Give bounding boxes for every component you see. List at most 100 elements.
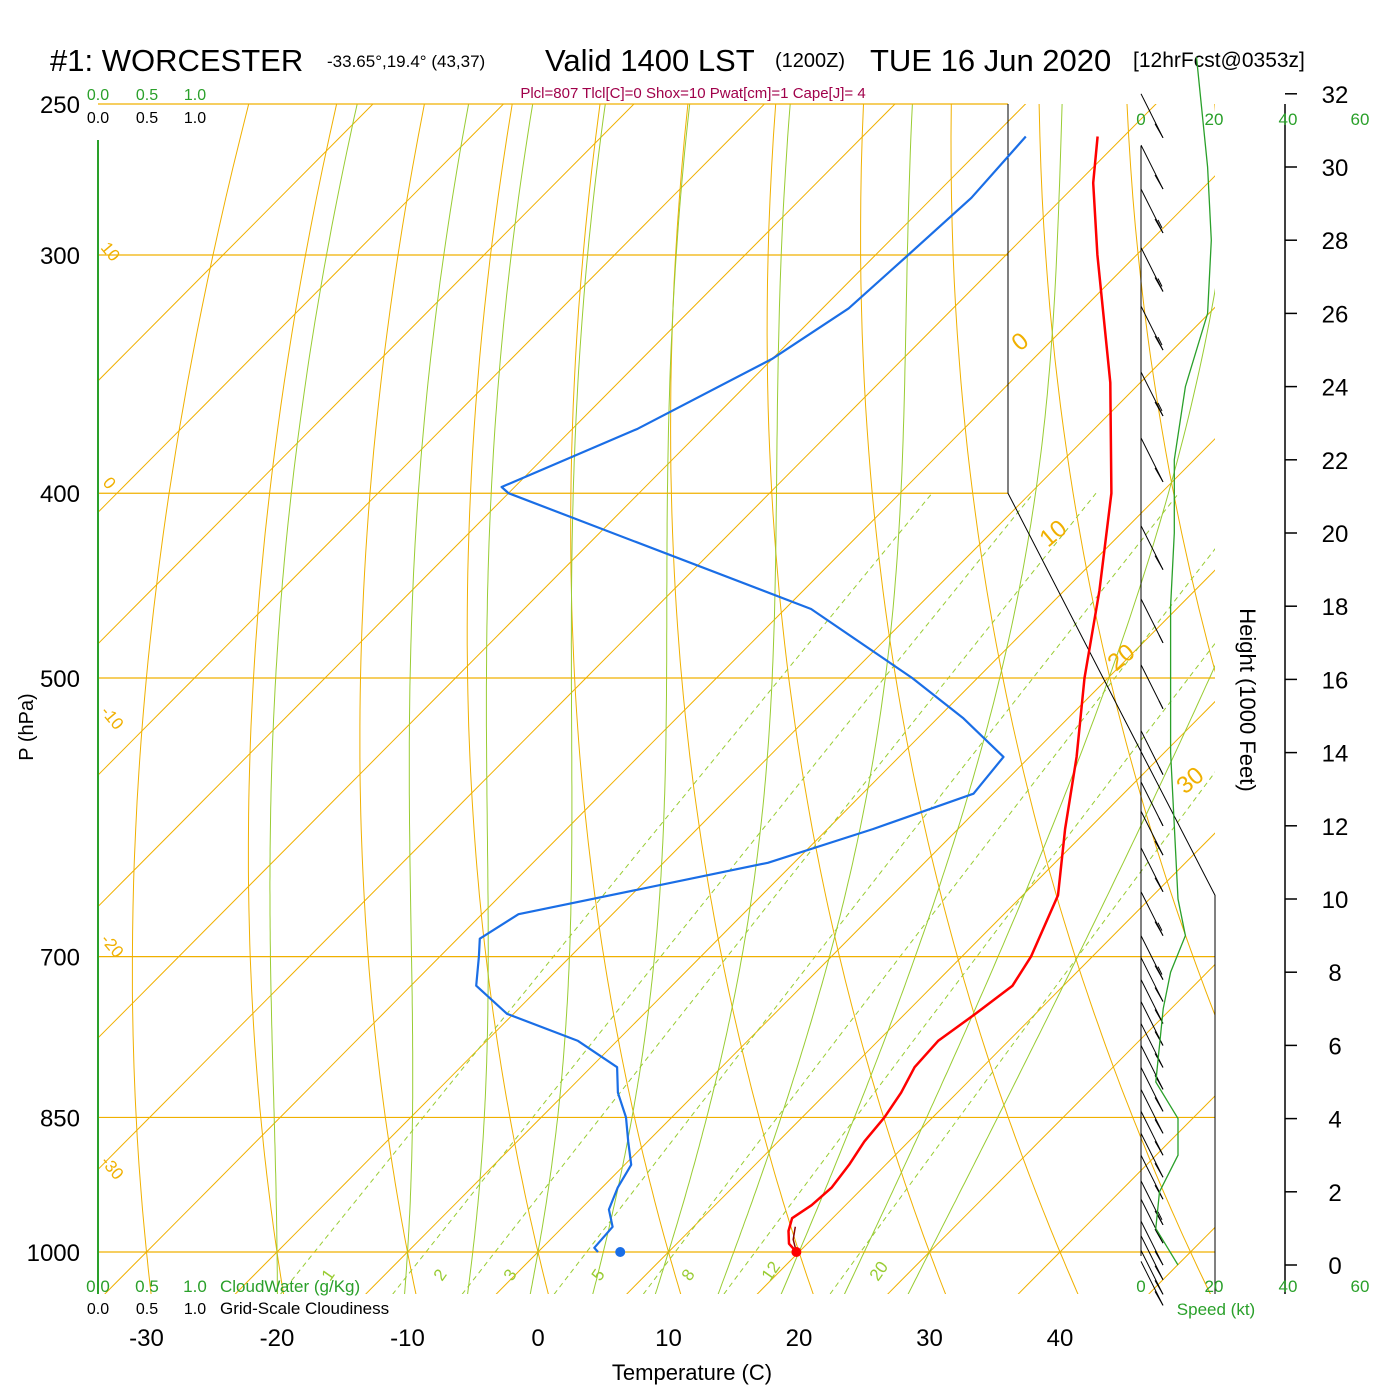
isotherm-line (495, 569, 1215, 1294)
speed-tick-label-top: 20 (1205, 110, 1224, 129)
wind-speed-profile (1155, 57, 1212, 1266)
height-tick-label: 6 (1328, 1033, 1341, 1060)
dry-adiabat-line (466, 104, 549, 1294)
moist-adiabat-line (907, 664, 1215, 1294)
wind-barb-feather (1154, 1097, 1164, 1112)
pressure-tick-label: 400 (40, 481, 80, 508)
cloud-scale-top-green: 1.0 (184, 87, 206, 104)
dry-adiabat-line (670, 104, 814, 1294)
height-tick-label: 26 (1322, 301, 1349, 328)
speed-tick-label-bottom: 60 (1351, 1277, 1370, 1296)
mixing-ratio-line (829, 771, 1215, 1294)
wind-barb-feather (1154, 877, 1164, 893)
cloud-scale-top-green: 0.5 (136, 87, 158, 104)
isotherm-line (98, 104, 766, 776)
dry-adiabat-line (1038, 104, 1215, 1017)
dry-adiabat-line (860, 104, 1079, 1294)
wind-barb-feather (1157, 402, 1163, 412)
speed-axis-label: Speed (kt) (1177, 1300, 1255, 1319)
wind-barb-feather (1158, 700, 1164, 709)
x-axis-label: Temperature (C) (612, 1360, 772, 1385)
moist-adiabat-line (717, 104, 913, 1294)
wind-barb-feather (1154, 1210, 1164, 1226)
height-tick-label: 14 (1322, 741, 1349, 768)
speed-tick-label-bottom: 0 (1136, 1277, 1145, 1296)
wind-barb-feather (1157, 336, 1163, 346)
pressure-tick-label: 700 (40, 945, 80, 972)
temperature-tick-label: 30 (916, 1325, 943, 1352)
surface-temperature-dot (791, 1247, 802, 1257)
mixing-ratio-line (392, 492, 1034, 1294)
cloud-scale-bottom-black: 0.5 (136, 1301, 158, 1318)
moist-adiabat-line (780, 104, 1063, 1294)
speed-tick-label-top: 60 (1351, 110, 1370, 129)
mixing-ratio-line (642, 548, 1215, 1294)
dry-adiabat-label: -30 (97, 1152, 127, 1183)
forecast-info: [12hrFcst@0353z] (1133, 49, 1305, 72)
wind-barb-feather (1154, 401, 1164, 417)
wind-barb-feather (1154, 335, 1164, 351)
wind-barb-feather (1157, 278, 1163, 287)
height-tick-label: 16 (1322, 667, 1349, 694)
dry-adiabat-line (766, 104, 947, 1294)
height-tick-label: 8 (1328, 960, 1341, 987)
height-tick-label: 22 (1322, 448, 1349, 475)
wind-barb-feather (1154, 218, 1164, 234)
moist-adiabat-line (269, 104, 358, 1294)
pressure-tick-label: 500 (40, 666, 80, 693)
dry-adiabat-label: -10 (97, 702, 127, 733)
plot-border (1007, 104, 1216, 1294)
moist-adiabat-line (404, 104, 470, 1294)
wind-barb-feather (1154, 1228, 1164, 1244)
wind-barb-feather (1154, 1265, 1164, 1280)
dewpoint-profile (475, 135, 1027, 1253)
cloud-scale-top-black: 0.0 (87, 110, 109, 127)
height-tick-label: 20 (1322, 521, 1349, 548)
wind-barb-feather (1157, 922, 1163, 931)
height-tick-label: 2 (1328, 1180, 1341, 1207)
wind-barb-feather (1154, 1119, 1164, 1134)
temperature-profile (787, 136, 1113, 1253)
saturated-adiabat-label: 10 (1035, 515, 1073, 553)
temperature-tick-label: 10 (655, 1325, 682, 1352)
cloud-scale-bottom-green: 0.0 (86, 1277, 110, 1296)
moist-adiabat-line (529, 104, 606, 1294)
dry-adiabat-line (1299, 70, 1400, 1316)
cloud-scale-bottom-green: 1.0 (183, 1277, 207, 1296)
moist-adiabat-line (592, 104, 691, 1294)
mixing-ratio-line (723, 642, 1215, 1294)
wind-barb-feather (1154, 277, 1164, 292)
pressure-tick-label: 850 (40, 1105, 80, 1132)
dry-adiabat-line (359, 104, 425, 1294)
wind-barb-feather (1154, 1141, 1164, 1156)
dry-adiabat-line (950, 104, 1211, 1294)
isotherm-line (98, 104, 1027, 1039)
wind-barb-feather (1154, 965, 1164, 980)
temperature-tick-label: 20 (786, 1325, 813, 1352)
wind-barb-feather (1157, 1211, 1163, 1221)
dry-adiabat-line (1126, 104, 1215, 673)
height-tick-label: 10 (1322, 887, 1349, 914)
cloud-scale-bottom-black: 1.0 (184, 1301, 206, 1318)
isotherm-line (626, 700, 1215, 1294)
temperature-tick-label: 0 (531, 1325, 544, 1352)
utc-time: (1200Z) (775, 50, 845, 72)
pressure-tick-label: 1000 (27, 1240, 80, 1267)
temperature-tick-label: -20 (260, 1325, 295, 1352)
isotherm-line (104, 175, 1215, 1294)
mixing-ratio-label: 5 (588, 1266, 609, 1285)
wind-barb-feather (1157, 966, 1163, 975)
y-axis-label: P (hPa) (16, 693, 38, 760)
mixing-ratio-line (280, 492, 933, 1294)
cloud-scale-bottom-green: 0.5 (135, 1277, 159, 1296)
wind-barb-feather (1154, 1031, 1164, 1046)
dry-adiabat-line (131, 104, 250, 1294)
cloud-scale-top-black: 1.0 (184, 110, 206, 127)
wind-barb-feather (1157, 219, 1163, 229)
height-tick-label: 4 (1328, 1107, 1341, 1134)
height-tick-label: 18 (1322, 594, 1349, 621)
speed-tick-label-top: 0 (1136, 110, 1145, 129)
height-tick-label: 12 (1322, 814, 1349, 841)
isotherm-line (365, 438, 1215, 1294)
